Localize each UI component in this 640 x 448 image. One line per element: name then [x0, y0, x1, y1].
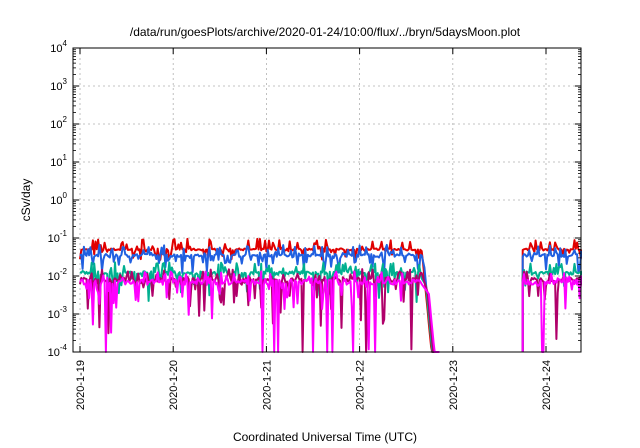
- series-line: [521, 272, 582, 353]
- y-axis-label: cSv/day: [19, 179, 33, 222]
- x-axis: 2020-1-19 2020-1-20 2020-1-21 2020-1-22 2020…: [75, 48, 553, 410]
- grid: [73, 48, 581, 352]
- series-group: [79, 237, 582, 353]
- y-tick-label: 103: [50, 77, 67, 93]
- chart-title: /data/run/goesPlots/archive/2020-01-24/1…: [130, 25, 521, 39]
- y-tick-label: 10-1: [48, 229, 68, 245]
- y-tick-label: 101: [50, 153, 67, 169]
- series-line: [79, 243, 435, 353]
- x-tick-label: 2020-1-19: [75, 360, 87, 410]
- series-line: [79, 270, 440, 353]
- x-tick-label: 2020-1-23: [448, 360, 460, 410]
- x-tick-label: 2020-1-20: [168, 360, 180, 410]
- y-tick-label: 10-3: [48, 305, 68, 321]
- y-tick-label: 100: [50, 191, 67, 207]
- series-line: [79, 237, 434, 353]
- series-line: [521, 262, 582, 352]
- x-tick-label: 2020-1-22: [355, 360, 367, 410]
- series-line: [521, 244, 582, 352]
- x-tick-label: 2020-1-24: [541, 360, 553, 410]
- x-tick-label: 2020-1-21: [261, 360, 273, 410]
- y-tick-label: 10-2: [48, 267, 68, 283]
- series-line: [521, 239, 582, 352]
- y-tick-label: 104: [50, 39, 67, 55]
- x-axis-label: Coordinated Universal Time (UTC): [233, 430, 417, 444]
- y-tick-label: 10-4: [48, 343, 68, 359]
- y-tick-label: 102: [50, 115, 67, 131]
- y-axis: 104 103 102 101 100 10-1 10-2 10-3 10-4: [48, 39, 581, 359]
